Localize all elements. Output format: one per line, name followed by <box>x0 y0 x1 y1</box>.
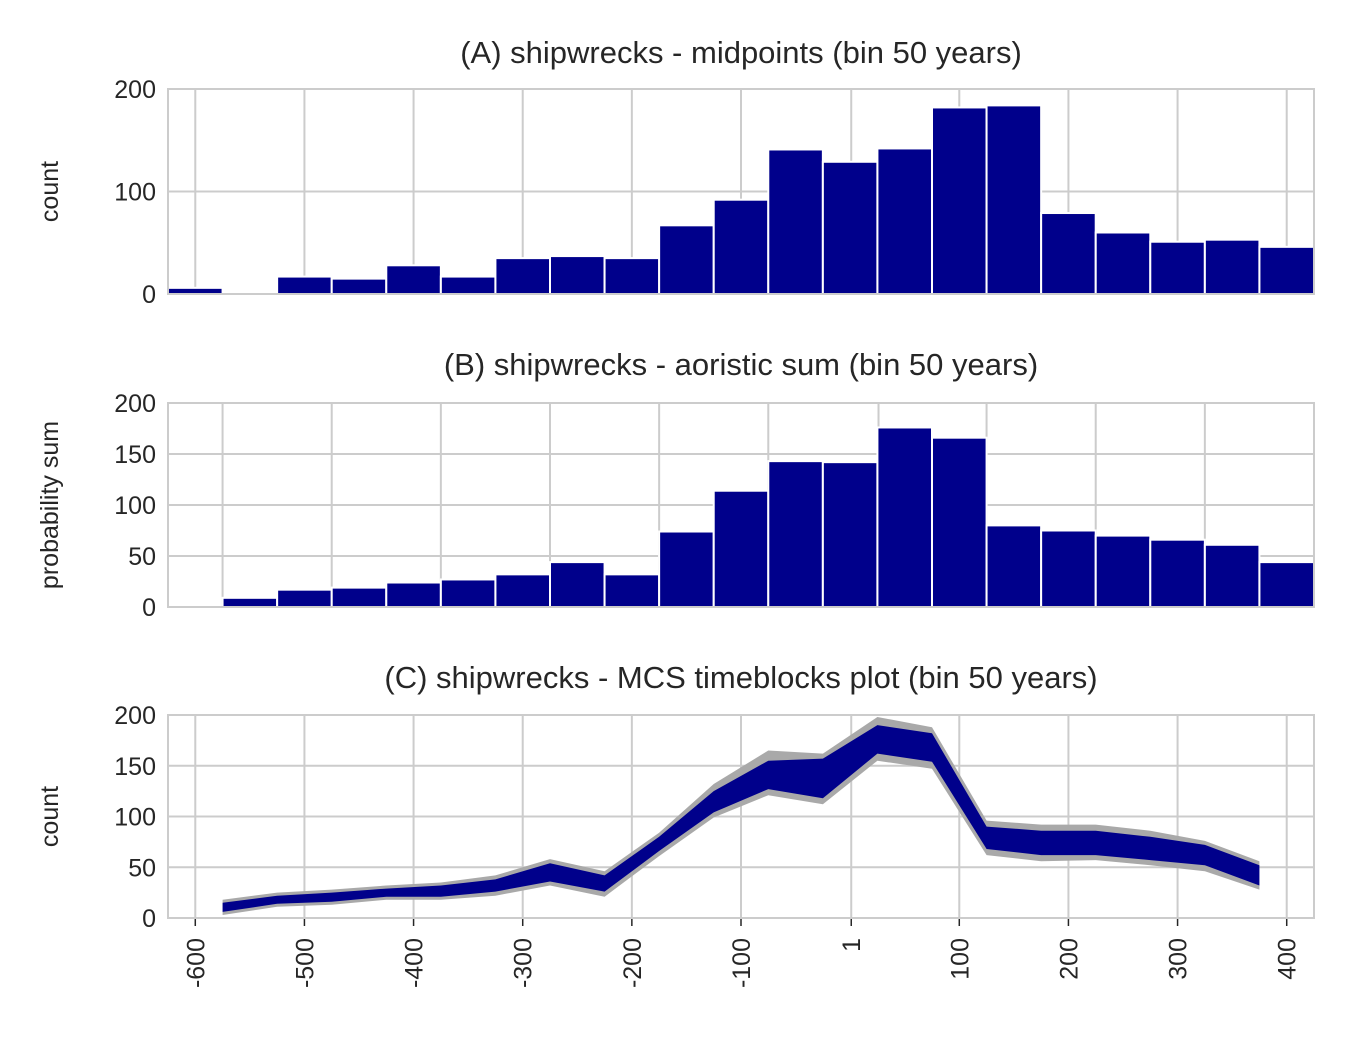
y-tick-label: 0 <box>142 594 156 622</box>
y-tick-label: 200 <box>114 76 156 104</box>
bar <box>821 461 879 608</box>
x-tick-label: 300 <box>1165 938 1193 980</box>
panel-c-mcs: 0 50 100 150 200 -600 -500 -400 -300 -200 -100 1 100… <box>36 660 1315 988</box>
bar <box>1258 245 1316 296</box>
inner-envelope-band <box>222 725 1260 912</box>
bar <box>439 578 497 609</box>
bar <box>1149 538 1206 608</box>
bar <box>494 573 551 608</box>
bar <box>549 561 606 608</box>
y-axis-label: count <box>36 161 64 222</box>
chart-title: (C) shipwrecks - MCS timeblocks plot (bi… <box>384 660 1097 695</box>
x-tick-label: 400 <box>1274 938 1302 980</box>
bar <box>221 596 279 609</box>
x-tick-label: -500 <box>291 938 319 988</box>
y-axis-label: count <box>36 786 64 847</box>
bar <box>330 277 388 295</box>
bar <box>876 147 934 295</box>
bar <box>712 489 770 608</box>
bar <box>1203 238 1261 296</box>
panel-b-aoristic: 0 50 100 150 200 (B) shipwrecks - aoristic su… <box>36 347 1316 622</box>
chart-title: (A) shipwrecks - midpoints (bin 50 years… <box>460 35 1022 70</box>
bar <box>603 257 661 295</box>
bar <box>549 255 606 296</box>
y-tick-label: 50 <box>128 854 156 882</box>
bar <box>712 198 770 295</box>
bar <box>1094 534 1152 608</box>
bar <box>439 275 497 296</box>
y-tick-label: 0 <box>142 281 156 309</box>
bar <box>385 264 442 295</box>
bar <box>276 588 333 608</box>
x-tick-label: -300 <box>510 938 538 988</box>
bar <box>1203 543 1261 609</box>
bar <box>931 436 988 608</box>
x-tick-label: 1 <box>838 938 866 952</box>
bar <box>985 104 1043 296</box>
bar <box>658 224 715 295</box>
bar <box>494 257 551 295</box>
bar <box>330 586 388 608</box>
panel-a-midpoints: 0 100 200 (A) shipwrecks - midpoints (bin 5… <box>36 35 1316 309</box>
x-tick-label: -600 <box>182 938 210 988</box>
x-tick-label: -400 <box>401 938 429 988</box>
x-tick-label: 100 <box>946 938 974 980</box>
bar <box>876 426 934 609</box>
y-tick-label: 200 <box>114 702 156 730</box>
y-axis-label: probability sum <box>36 421 64 589</box>
axes-frame <box>167 714 1315 919</box>
x-tick-label: -100 <box>728 938 756 988</box>
y-tick-label: 100 <box>114 492 156 520</box>
y-tick-label: 100 <box>114 804 156 832</box>
bar <box>1040 529 1097 608</box>
y-tick-label: 150 <box>114 441 156 469</box>
chart-title: (B) shipwrecks - aoristic sum (bin 50 ye… <box>444 347 1038 382</box>
bar <box>276 275 333 296</box>
bar <box>603 573 661 608</box>
y-tick-label: 100 <box>114 179 156 207</box>
y-tick-label: 0 <box>142 905 156 933</box>
x-tick-label: 200 <box>1055 938 1083 980</box>
y-tick-label: 150 <box>114 753 156 781</box>
bar <box>385 581 442 609</box>
bar <box>1258 561 1316 608</box>
bar <box>767 460 824 609</box>
bar <box>985 524 1043 609</box>
bar <box>767 148 824 295</box>
x-tick-label: -200 <box>619 938 647 988</box>
y-tick-label: 200 <box>114 390 156 418</box>
bar <box>658 530 715 609</box>
axes-frame <box>167 88 1315 295</box>
axes-frame <box>167 402 1315 608</box>
bar <box>1040 212 1097 295</box>
bar <box>1149 240 1206 296</box>
bar <box>931 106 988 295</box>
y-tick-label: 50 <box>128 543 156 571</box>
bar <box>821 160 879 295</box>
bar <box>1094 231 1152 295</box>
